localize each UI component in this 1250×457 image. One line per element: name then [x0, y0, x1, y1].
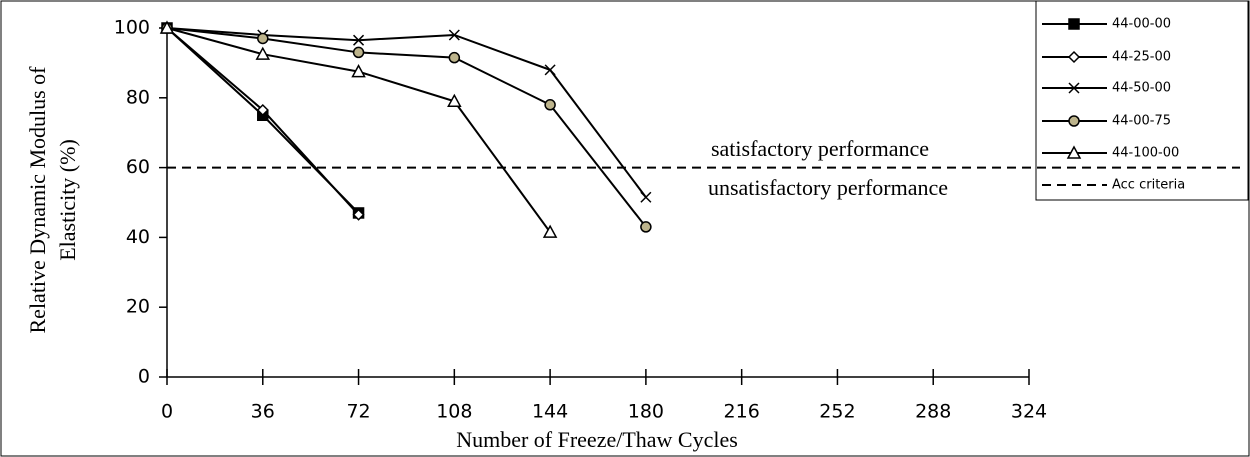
marker	[352, 208, 365, 221]
marker	[640, 221, 652, 233]
marker	[640, 191, 652, 203]
marker	[544, 64, 556, 76]
marker	[447, 93, 462, 108]
x-tick-label: 216	[724, 401, 760, 423]
annotation: unsatisfactory performance	[708, 175, 948, 200]
marker	[448, 29, 460, 41]
y-axis-title: Elasticity (%)	[55, 139, 80, 261]
series-line	[166, 27, 647, 198]
x-tick-label: 288	[915, 401, 951, 423]
legend-label: Acc criteria	[1112, 178, 1185, 193]
marker	[448, 51, 461, 64]
x-tick-label: 36	[251, 401, 275, 423]
x-tick-label: 108	[436, 401, 472, 423]
legend-marker	[1068, 18, 1080, 30]
series-line	[166, 27, 647, 228]
y-tick-label: 80	[126, 86, 150, 108]
marker	[544, 99, 556, 111]
y-tick-label: 0	[138, 366, 150, 388]
y-tick-label: 60	[126, 156, 150, 178]
x-tick-label: 72	[346, 401, 370, 423]
x-tick-label: 324	[1011, 401, 1047, 423]
y-tick-label: 20	[126, 296, 150, 318]
y-tick-label: 40	[126, 226, 150, 248]
legend-label: 44-00-75	[1112, 114, 1171, 129]
legend-marker	[1068, 115, 1080, 127]
y-axis-title: Relative Dynamic Modulus of	[25, 66, 50, 334]
marker	[159, 20, 175, 34]
x-tick-label: 144	[532, 401, 568, 423]
legend-label: 44-50-00	[1112, 81, 1171, 96]
legend-marker	[1068, 82, 1080, 94]
legend-marker	[1066, 145, 1082, 159]
legend-marker	[1067, 50, 1081, 64]
annotation: satisfactory performance	[711, 136, 929, 161]
marker	[255, 46, 271, 60]
marker	[542, 224, 558, 238]
marker	[352, 46, 365, 59]
x-axis-title: Number of Freeze/Thaw Cycles	[456, 427, 738, 452]
marker	[256, 103, 269, 117]
x-tick-label: 252	[819, 401, 855, 423]
y-tick-label: 100	[114, 17, 150, 39]
series-line	[166, 27, 551, 233]
legend-label: 44-00-00	[1112, 17, 1171, 32]
x-tick-label: 0	[161, 401, 173, 423]
legend-label: 44-100-00	[1112, 146, 1179, 161]
marker	[257, 32, 269, 45]
marker	[353, 34, 365, 46]
legend-label: 44-25-00	[1112, 50, 1171, 65]
x-tick-label: 180	[628, 401, 664, 423]
marker	[351, 64, 366, 78]
